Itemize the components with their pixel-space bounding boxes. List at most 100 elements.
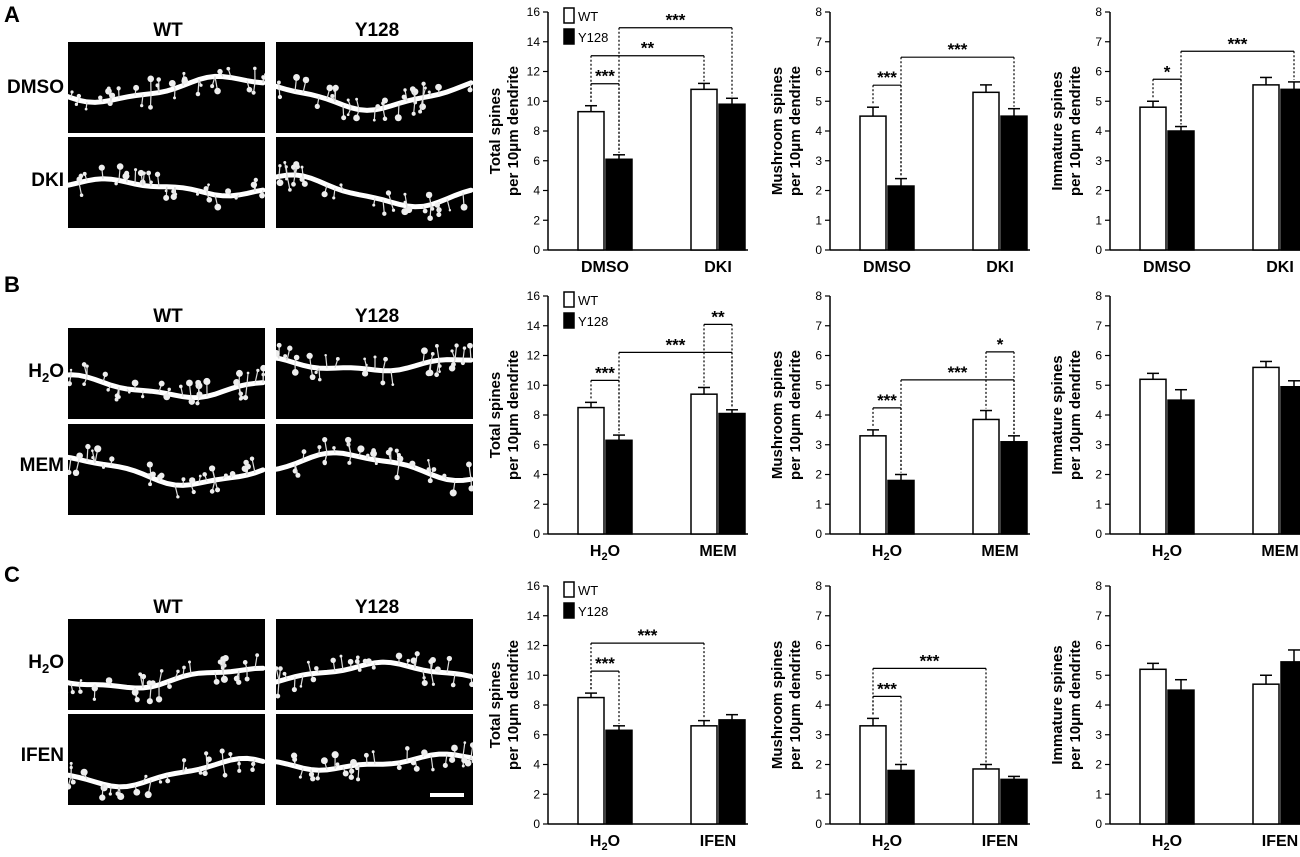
spine-neck <box>430 671 435 685</box>
y-axis-label-line2: per 10μm dendrite <box>787 640 804 770</box>
x-tick-label: IFEN <box>982 833 1018 850</box>
legend-swatch-wt <box>563 581 575 598</box>
spine-neck <box>300 674 304 687</box>
y128-bar <box>1000 115 1028 251</box>
y-tick-label: 8 <box>533 698 540 712</box>
spine-neck <box>356 99 360 110</box>
spine-head <box>309 374 316 381</box>
spine-head <box>341 115 347 121</box>
dendrite-shaft <box>68 372 265 401</box>
spine-head <box>363 752 369 758</box>
spine-head <box>264 73 265 77</box>
micrograph-y128-mem <box>276 424 473 515</box>
y-tick-label: 4 <box>533 468 540 482</box>
spine-head <box>355 655 360 660</box>
spine-head <box>346 113 350 117</box>
spine-head <box>204 751 209 756</box>
spine-head <box>451 744 458 752</box>
row-label-h2o: H2O <box>28 361 64 385</box>
spine-head <box>176 669 180 674</box>
spine-head <box>94 445 102 453</box>
y-axis-label-line2: per 10μm dendrite <box>505 350 522 480</box>
x-tick-label: H2O <box>590 543 620 563</box>
dendrite-shaft <box>276 659 473 685</box>
y-tick-label: 5 <box>815 668 822 682</box>
spine-neck <box>212 469 216 481</box>
x-tick-label: DKI <box>1266 259 1294 276</box>
spine-head <box>256 368 260 372</box>
significance-label: *** <box>920 651 940 670</box>
spine-head <box>438 370 441 374</box>
spine-head <box>425 191 433 199</box>
significance-label: *** <box>877 68 897 87</box>
y128-bar <box>605 729 633 825</box>
spine-head <box>285 177 288 181</box>
y128-bar <box>887 185 915 251</box>
spine-head <box>330 657 336 663</box>
spine-head <box>117 792 125 801</box>
spine-neck <box>277 681 280 697</box>
spine-head <box>461 764 465 768</box>
chart-immature-spines-a: 0 1 2 3 4 5 6 7 8 Immature spines per 10μm dendrit… <box>1049 5 1300 276</box>
y-axis-label-line1: Mushroom spines <box>769 67 786 195</box>
y-axis-label-line2: per 10μm dendrite <box>787 66 804 196</box>
spine-head <box>375 104 381 109</box>
spine-head <box>460 360 465 366</box>
spine-head <box>157 474 163 480</box>
spine-head <box>108 792 112 796</box>
spine-head <box>362 658 368 664</box>
spine-head <box>156 77 161 82</box>
spine-head <box>131 688 139 696</box>
y-axis-label-line2: per 10μm dendrite <box>505 640 522 770</box>
spine-head <box>244 676 250 682</box>
spine-head <box>429 656 436 664</box>
spine-head <box>357 668 362 672</box>
spine-head <box>78 689 83 694</box>
spine-head <box>301 180 308 187</box>
spine-neck <box>419 97 424 112</box>
spine-head <box>293 354 300 361</box>
col-label-wt: WT <box>153 306 183 327</box>
y-tick-label: 5 <box>1095 378 1102 392</box>
spine-neck <box>373 109 376 121</box>
row-label-h2o: H2O <box>28 652 64 676</box>
spine-head <box>288 188 292 192</box>
spine-head <box>434 372 439 378</box>
spine-head <box>357 445 365 453</box>
spine-head <box>250 767 255 772</box>
y-tick-label: 0 <box>815 817 822 831</box>
spine-head <box>371 750 375 754</box>
legend-label-wt: WT <box>578 293 598 308</box>
y128-bar <box>1167 399 1195 535</box>
spine-head <box>371 448 376 453</box>
spine-head <box>372 118 376 122</box>
spine-head <box>388 447 393 452</box>
y128-bar <box>718 103 746 251</box>
dendrite-shaft <box>68 454 265 488</box>
legend-swatch-y128 <box>563 28 575 45</box>
y-tick-label: 10 <box>527 94 541 108</box>
y-tick-label: 2 <box>815 758 822 772</box>
wt-bar <box>690 725 718 825</box>
panel-letter-a: A <box>4 2 20 27</box>
spine-head <box>202 770 208 777</box>
spine-head <box>356 777 361 782</box>
spine-head <box>403 88 407 92</box>
y-tick-label: 10 <box>527 668 541 682</box>
significance-label: *** <box>877 391 897 410</box>
row-label-ifen: IFEN <box>20 745 64 766</box>
spine-head <box>469 742 473 749</box>
y-axis-label-line1: Total spines <box>487 88 504 174</box>
y-tick-label: 3 <box>815 438 822 452</box>
spine-head <box>253 66 257 71</box>
spine-head <box>109 92 116 99</box>
y-tick-label: 5 <box>1095 668 1102 682</box>
y-tick-label: 6 <box>815 65 822 79</box>
dendrite-shaft <box>276 355 473 374</box>
spine-head <box>300 165 304 169</box>
spine-head <box>85 364 89 368</box>
spine-head <box>154 171 161 178</box>
col-label-y128: Y128 <box>354 597 400 618</box>
spine-head <box>219 748 225 754</box>
y-axis-label-line1: Mushroom spines <box>769 351 786 479</box>
